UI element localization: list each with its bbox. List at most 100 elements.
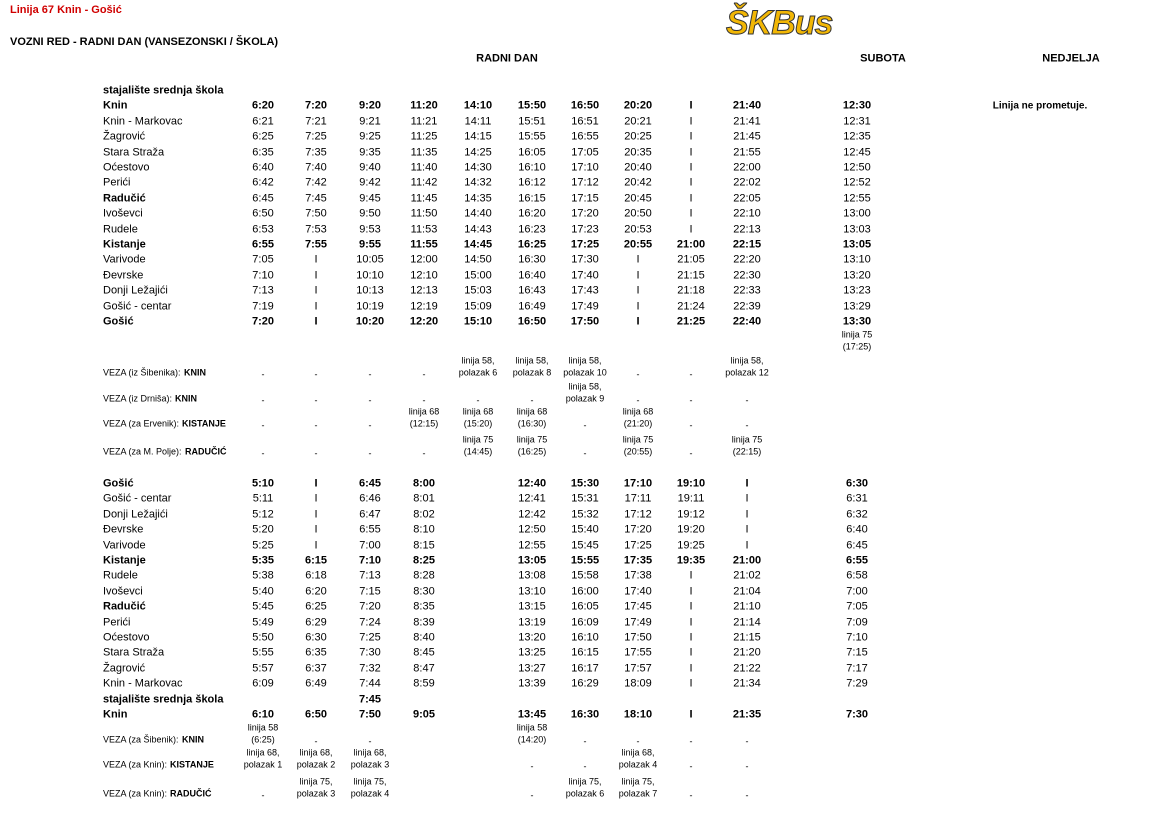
departure-time: 13:45 xyxy=(517,708,547,721)
connection-dash: - xyxy=(314,736,318,747)
departure-time: 17:57 xyxy=(624,662,652,675)
departure-time: 13:05 xyxy=(517,554,547,567)
departure-time: I xyxy=(689,146,693,159)
departure-time: 21:15 xyxy=(677,269,705,282)
departure-time: 16:50 xyxy=(517,315,547,328)
departure-time: 15:55 xyxy=(570,554,600,567)
departure-time: 16:10 xyxy=(571,631,599,644)
departure-time: 9:20 xyxy=(358,99,382,112)
stop-name: Rudele xyxy=(103,223,138,236)
departure-time: 15:03 xyxy=(464,284,492,297)
departure-time: 14:25 xyxy=(464,146,492,159)
connection-stop: KNIN xyxy=(184,367,206,378)
departure-time: I xyxy=(689,631,693,644)
departure-time: 16:05 xyxy=(518,146,546,159)
departure-time: 7:17 xyxy=(846,662,868,675)
departure-time: 22:20 xyxy=(733,253,761,266)
departure-time: 17:30 xyxy=(571,253,599,266)
connection-info: polazak 3 xyxy=(350,759,390,770)
departure-time: 6:46 xyxy=(359,492,381,505)
departure-time: 13:29 xyxy=(843,300,871,313)
departure-time: 12:00 xyxy=(410,253,438,266)
departure-time: 7:10 xyxy=(252,269,274,282)
departure-time: 14:30 xyxy=(464,161,492,174)
connection-info: (12:15) xyxy=(409,418,439,429)
departure-time: 17:23 xyxy=(571,223,599,236)
connection-info: polazak 1 xyxy=(243,759,283,770)
departure-time: 7:15 xyxy=(846,646,868,659)
departure-time: 7:29 xyxy=(846,677,868,690)
connection-label: VEZA (za Ervenik): xyxy=(103,418,180,429)
departure-time: 7:40 xyxy=(305,161,327,174)
departure-time: 13:30 xyxy=(842,315,872,328)
departure-time: 13:03 xyxy=(843,223,871,236)
departure-time: 5:11 xyxy=(252,492,274,505)
departure-time: 9:53 xyxy=(359,223,381,236)
connection-info: linija 75, xyxy=(353,776,387,786)
departure-time: I xyxy=(745,477,749,490)
departure-time: 6:31 xyxy=(846,492,868,505)
departure-time: 11:50 xyxy=(410,207,438,220)
departure-time: 9:42 xyxy=(359,176,381,189)
departure-time: 5:35 xyxy=(251,554,275,567)
departure-time: 8:15 xyxy=(413,539,435,552)
connection-info: linija 75 xyxy=(622,434,654,444)
departure-time: 17:11 xyxy=(624,492,652,505)
departure-time: 6:30 xyxy=(305,631,327,644)
connection-dash: - xyxy=(689,395,693,406)
logo: ŠKBus xyxy=(725,4,833,43)
departure-time: 17:15 xyxy=(571,192,599,205)
departure-time: 11:55 xyxy=(410,238,438,251)
departure-time: 8:02 xyxy=(413,508,435,521)
connection-dash: - xyxy=(745,736,749,747)
departure-time: 6:09 xyxy=(252,677,274,690)
departure-time: 12:55 xyxy=(843,192,871,205)
departure-time: 15:32 xyxy=(571,508,599,521)
connection-dash: - xyxy=(689,790,693,801)
connection-info: linija 68 xyxy=(408,406,440,416)
departure-time: 5:40 xyxy=(252,585,274,598)
connection-info: polazak 2 xyxy=(296,759,336,770)
departure-time: 7:20 xyxy=(251,315,275,328)
departure-time: 8:30 xyxy=(413,585,435,598)
stop-name: Kistanje xyxy=(103,554,146,567)
departure-time: 16:23 xyxy=(518,223,546,236)
departure-time: 17:35 xyxy=(623,554,653,567)
departure-time: 13:05 xyxy=(842,238,872,251)
connection-dash: - xyxy=(368,420,372,431)
connection-info: (16:25) xyxy=(517,446,547,457)
connection-dash: - xyxy=(530,395,534,406)
connection-info: (22:15) xyxy=(732,446,762,457)
connection-info: (16:30) xyxy=(517,418,547,429)
departure-time: 13:10 xyxy=(843,253,871,266)
departure-time: 7:13 xyxy=(359,569,381,582)
departure-time: 7:15 xyxy=(359,585,381,598)
departure-time: 17:55 xyxy=(624,646,652,659)
departure-time: 6:58 xyxy=(846,569,868,582)
connection-dash: - xyxy=(261,790,265,801)
departure-time: 17:12 xyxy=(624,508,652,521)
departure-time: 21:15 xyxy=(733,631,761,644)
departure-time: 10:05 xyxy=(356,253,384,266)
departure-time: I xyxy=(689,207,693,220)
departure-time: 7:53 xyxy=(305,223,327,236)
stop-name: Đevrske xyxy=(103,523,144,536)
connection-dash: - xyxy=(745,790,749,801)
departure-time: 11:42 xyxy=(410,176,438,189)
departure-time: 22:30 xyxy=(733,269,761,282)
connection-dash: - xyxy=(368,736,372,747)
departure-time: 5:49 xyxy=(252,616,274,629)
departure-time: 6:20 xyxy=(251,99,275,112)
departure-time: 14:45 xyxy=(463,238,493,251)
connection-info: polazak 9 xyxy=(565,393,605,404)
departure-time: 7:25 xyxy=(305,130,327,143)
departure-time: I xyxy=(314,477,318,490)
connection-info: linija 75 xyxy=(462,434,494,444)
departure-time: 8:25 xyxy=(412,554,436,567)
departure-time: 7:30 xyxy=(359,646,381,659)
departure-time: 13:20 xyxy=(843,269,871,282)
departure-time: 21:02 xyxy=(733,569,761,582)
departure-time: 11:20 xyxy=(410,99,438,112)
stop-name: Varivode xyxy=(103,253,146,266)
